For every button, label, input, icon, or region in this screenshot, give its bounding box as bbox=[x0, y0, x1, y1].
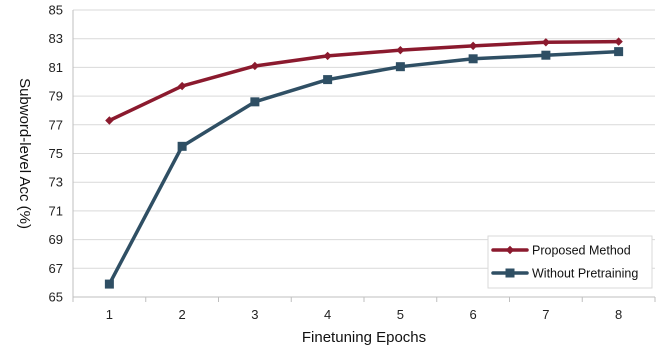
data-point-square bbox=[468, 54, 478, 64]
data-point-square bbox=[395, 62, 405, 72]
y-tick-label: 71 bbox=[49, 203, 63, 218]
x-tick-label: 7 bbox=[542, 307, 549, 322]
series-line bbox=[107, 39, 621, 123]
y-axis-title: Subword-level Acc (%) bbox=[16, 78, 33, 229]
legend-box bbox=[487, 235, 653, 289]
data-point-diamond bbox=[105, 116, 114, 125]
data-point-square bbox=[177, 141, 187, 151]
data-point-diamond bbox=[177, 81, 187, 91]
x-axis-title: Finetuning Epochs bbox=[302, 329, 426, 345]
x-tick-label: 4 bbox=[324, 307, 331, 322]
legend-label: Proposed Method bbox=[532, 244, 631, 258]
legend-swatch-marker bbox=[505, 268, 515, 278]
y-tick-label: 79 bbox=[49, 89, 63, 104]
y-tick-label: 67 bbox=[49, 261, 63, 276]
y-tick-label: 73 bbox=[49, 175, 63, 190]
legend-item: Without Pretraining bbox=[491, 267, 638, 281]
y-tick-label: 83 bbox=[49, 31, 63, 46]
x-tick-label: 6 bbox=[470, 307, 477, 322]
data-point-diamond bbox=[614, 37, 623, 46]
legend-swatch-marker bbox=[505, 245, 515, 255]
data-point-diamond bbox=[541, 38, 551, 47]
gridlines bbox=[73, 9, 655, 269]
data-point-diamond bbox=[468, 41, 478, 51]
x-tick-label: 8 bbox=[615, 307, 622, 322]
series-without-pretraining bbox=[104, 47, 624, 289]
series-line bbox=[107, 49, 621, 286]
data-point-square bbox=[614, 47, 624, 57]
series-proposed-method bbox=[105, 37, 623, 125]
data-point-square bbox=[104, 279, 114, 289]
y-tick-label: 69 bbox=[49, 232, 63, 247]
y-tick-label: 65 bbox=[49, 290, 63, 305]
series-lines bbox=[104, 37, 624, 289]
legend: Proposed Method Without Pretraining bbox=[487, 235, 653, 289]
legend-label: Without Pretraining bbox=[532, 267, 638, 281]
data-point-diamond bbox=[250, 61, 260, 71]
x-tick-label: 3 bbox=[251, 307, 258, 322]
x-tick-label: 5 bbox=[397, 307, 404, 322]
x-tick-label: 1 bbox=[106, 307, 113, 322]
data-point-diamond bbox=[396, 45, 405, 55]
data-point-diamond bbox=[323, 51, 332, 61]
y-tick-label: 77 bbox=[49, 117, 63, 132]
legend-item: Proposed Method bbox=[491, 244, 631, 258]
data-point-square bbox=[323, 75, 333, 85]
data-point-square bbox=[541, 50, 551, 60]
y-tick-label: 81 bbox=[49, 60, 63, 75]
y-tick-label: 85 bbox=[49, 3, 63, 18]
x-tick-label: 2 bbox=[179, 307, 186, 322]
y-tick-label: 75 bbox=[49, 146, 63, 161]
data-point-square bbox=[250, 97, 260, 107]
